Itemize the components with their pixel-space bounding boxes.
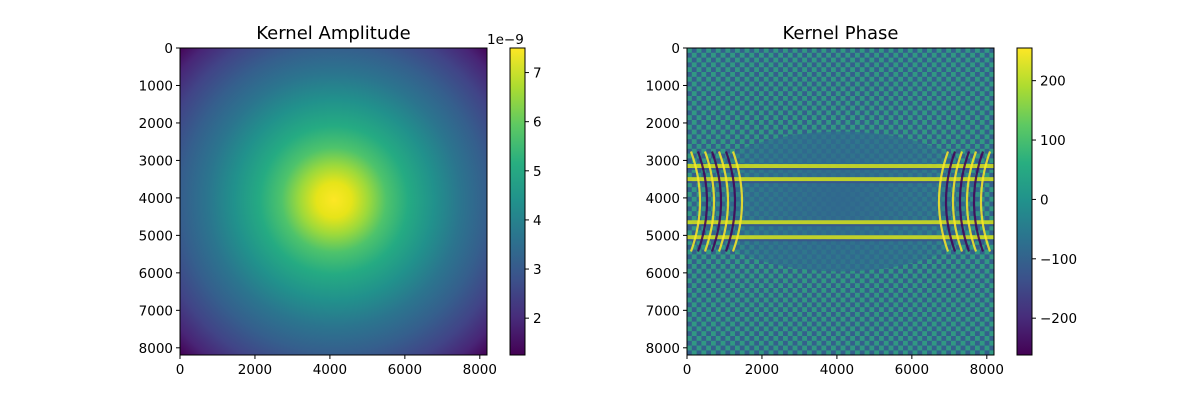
chart-title: Kernel Phase bbox=[782, 23, 898, 44]
chart-title: Kernel Amplitude bbox=[256, 23, 411, 44]
y-tick-label: 2000 bbox=[646, 116, 680, 132]
colorbar-tick-label: 100 bbox=[1040, 133, 1066, 149]
phase-band-dark bbox=[687, 224, 994, 227]
y-tick-label: 4000 bbox=[139, 191, 173, 207]
phase-fringe-left bbox=[689, 151, 702, 252]
colorbar: 200 100 0 −100 −200 bbox=[1016, 47, 1077, 356]
y-tick-label: 8000 bbox=[139, 341, 173, 357]
phase-band-bright bbox=[687, 220, 994, 225]
x-tick-label: 2000 bbox=[238, 362, 272, 378]
y-tick-label: 6000 bbox=[139, 266, 173, 282]
colorbar-tick-label: 0 bbox=[1040, 192, 1049, 208]
y-tick-label: 4000 bbox=[646, 191, 680, 207]
x-tick-label: 6000 bbox=[895, 362, 929, 378]
phase-fringe-left bbox=[696, 151, 709, 252]
phase-fringe-left bbox=[724, 151, 737, 252]
phase-fringe-right bbox=[958, 151, 971, 252]
x-tick-label: 6000 bbox=[388, 362, 422, 378]
colorbar-frame bbox=[1016, 47, 1033, 356]
colorbar-tick-label: 200 bbox=[1040, 74, 1066, 90]
phase-fringe-left bbox=[703, 151, 716, 252]
phase-fringe-right bbox=[951, 151, 964, 252]
y-tick-label: 3000 bbox=[646, 153, 680, 169]
colorbar-gradient bbox=[510, 48, 525, 355]
phase-fringe-left bbox=[717, 151, 730, 252]
phase-band-dark bbox=[687, 181, 994, 184]
plot-frame bbox=[686, 47, 995, 356]
colorbar-tick-label: −200 bbox=[1040, 311, 1077, 327]
y-tick-label: 5000 bbox=[646, 228, 680, 244]
phase-fringe-right bbox=[944, 151, 957, 252]
y-tick-label: 5000 bbox=[139, 228, 173, 244]
phase-fringe-left bbox=[710, 151, 723, 252]
colorbar-gradient bbox=[1017, 48, 1032, 355]
phase-band-dark bbox=[687, 168, 994, 171]
colorbar-tick-label: 2 bbox=[533, 311, 542, 327]
y-tick-label: 1000 bbox=[646, 78, 680, 94]
x-tick-label: 0 bbox=[683, 362, 692, 378]
colorbar-tick-label: −100 bbox=[1040, 252, 1077, 268]
phase-fringe-right bbox=[972, 151, 985, 252]
phase-band-dark bbox=[687, 239, 994, 242]
colorbar-tick-label: 7 bbox=[533, 66, 542, 82]
x-tick-label: 8000 bbox=[463, 362, 497, 378]
phase-fringe-right bbox=[965, 151, 978, 252]
colorbar-tick-label: 4 bbox=[533, 213, 542, 229]
plot-frame bbox=[179, 47, 488, 356]
phase-band-bright bbox=[687, 235, 994, 240]
y-tick-label: 0 bbox=[164, 41, 173, 57]
heatmap-fill bbox=[180, 48, 487, 355]
colorbar-offset-label: 1e−9 bbox=[487, 32, 524, 48]
y-tick-label: 2000 bbox=[139, 116, 173, 132]
phase-overlay bbox=[687, 131, 994, 272]
y-tick-label: 7000 bbox=[646, 303, 680, 319]
colorbar-tick-label: 6 bbox=[533, 115, 542, 131]
phase-fringe-right bbox=[937, 151, 950, 252]
x-tick-label: 8000 bbox=[970, 362, 1004, 378]
y-tick-label: 3000 bbox=[139, 153, 173, 169]
y-tick-label: 0 bbox=[671, 41, 680, 57]
colorbar-tick-label: 3 bbox=[533, 262, 542, 278]
y-tick-label: 6000 bbox=[646, 266, 680, 282]
x-tick-label: 4000 bbox=[820, 362, 854, 378]
colorbar: 2 3 4 5 6 7 1e−9 bbox=[487, 32, 542, 356]
x-tick-label: 2000 bbox=[745, 362, 779, 378]
y-tick-label: 7000 bbox=[139, 303, 173, 319]
x-tick-label: 0 bbox=[176, 362, 185, 378]
heatmap-image bbox=[180, 48, 487, 355]
phase-fringe-left bbox=[731, 151, 744, 252]
x-tick-label: 4000 bbox=[313, 362, 347, 378]
phase-band-bright bbox=[687, 164, 994, 169]
colorbar-frame bbox=[509, 47, 526, 356]
phase-band-bright bbox=[687, 177, 994, 182]
y-tick-label: 1000 bbox=[139, 78, 173, 94]
y-tick-label: 8000 bbox=[646, 341, 680, 357]
heatmap-image bbox=[687, 48, 994, 355]
colorbar-tick-label: 5 bbox=[533, 164, 542, 180]
phase-fringe-right bbox=[979, 151, 992, 252]
